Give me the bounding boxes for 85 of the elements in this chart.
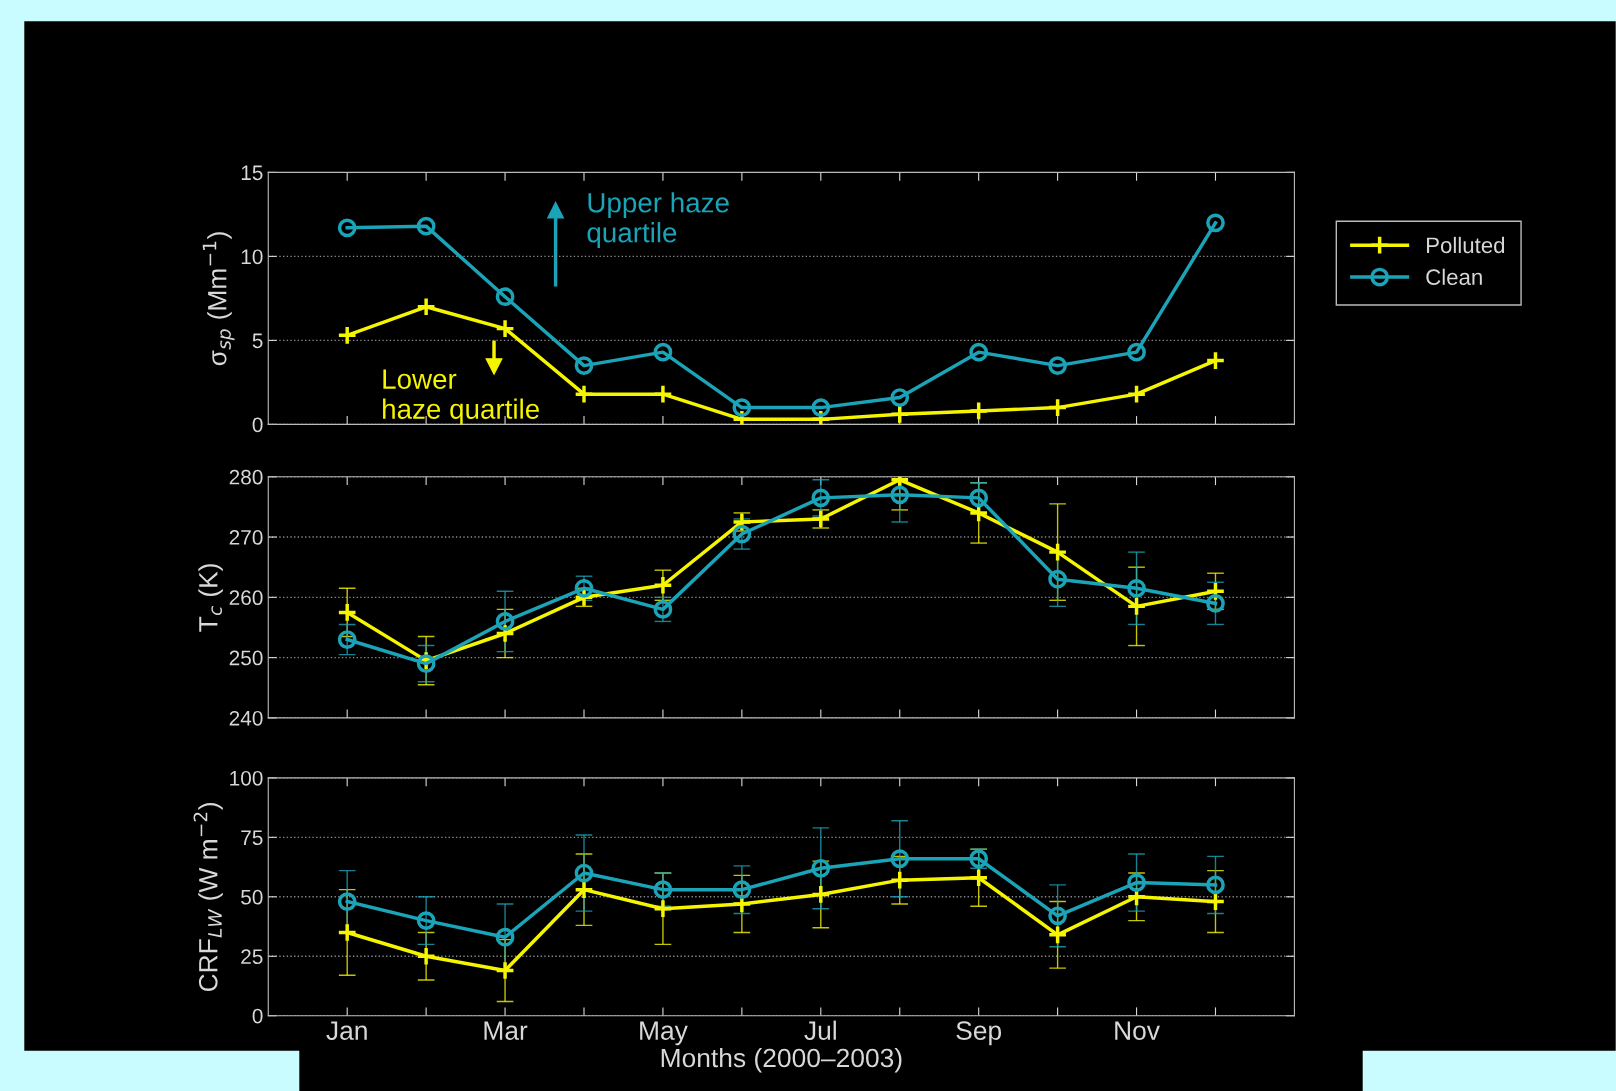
point [494,318,516,339]
y-tick-label: 270 [229,530,263,545]
annotation: Upper haze quartile [587,192,729,248]
y-tick-label: 15 [241,165,263,181]
legend-label: Clean [1426,268,1482,285]
point [494,960,516,981]
point [653,600,673,619]
point [652,384,674,405]
point [968,867,989,888]
point [1048,569,1067,589]
x-tick-label: Mar [484,1021,528,1040]
point [889,870,910,891]
point [1126,596,1147,617]
point [1205,891,1226,912]
point [416,296,437,317]
point [416,946,437,967]
point [574,356,594,375]
point [1047,542,1068,563]
y-tick-label: 250 [229,650,263,666]
point [573,879,595,900]
point [890,388,910,407]
x-tick-label: Sep [956,1021,1002,1046]
y-tick-label: 260 [229,590,263,606]
y-tick-label: 10 [241,249,263,265]
legend-label: Polluted [1427,236,1505,254]
point [889,404,910,425]
point [337,630,357,649]
point [652,898,674,919]
y-tick-label: 50 [241,889,263,905]
point [574,863,594,883]
y-tick-label: 5 [252,333,263,349]
point [890,849,910,869]
point [416,216,436,236]
y-tick-label: 240 [229,710,263,726]
y-axis-title: T$_{c}$ (K) [198,564,223,632]
point [1047,397,1068,418]
point [653,880,673,900]
point [337,602,358,623]
point [811,858,831,878]
point [495,287,515,307]
y-tick-label: 75 [241,830,263,846]
x-tick-label: Nov [1115,1021,1160,1040]
point [1206,875,1225,895]
y-tick-label: 100 [230,770,263,786]
y-tick-label: 280 [229,469,263,485]
annotation: Lower haze quartile [383,369,539,425]
point [811,488,831,508]
x-tick-label: Jul [804,1020,836,1040]
point [495,927,515,947]
point [573,384,595,405]
point [732,880,752,900]
point [1047,924,1068,945]
x-axis-title: Months (2000–2003) [661,1047,902,1073]
point [1048,906,1067,926]
point [337,218,357,238]
point [890,485,910,505]
point [969,342,989,362]
point [337,922,358,943]
point [810,884,831,905]
y-tick-label: 0 [252,1008,263,1024]
point [653,342,673,362]
point [337,325,358,346]
point [1127,578,1146,598]
point [968,400,989,422]
point [1205,350,1226,371]
y-axis-title: CRF$_{LW}$ (W m$^{−2}$) [193,803,223,992]
point [969,488,989,508]
y-tick-label: 0 [252,417,263,433]
point [416,911,436,930]
point [1126,384,1147,405]
point [1127,873,1146,892]
y-tick-label: 25 [241,949,263,965]
point [1048,356,1067,375]
x-tick-label: May [640,1021,688,1046]
point [732,398,752,417]
y-axis-title: σ$_{sp}$ (Mm$^{−1}$) [202,232,235,366]
point [495,612,515,631]
point [1206,593,1225,613]
point [811,398,831,417]
point [337,892,357,911]
point [1206,213,1225,233]
x-tick-label: Jan [326,1021,367,1040]
point [652,575,674,596]
point [732,524,752,544]
point [1127,342,1146,362]
